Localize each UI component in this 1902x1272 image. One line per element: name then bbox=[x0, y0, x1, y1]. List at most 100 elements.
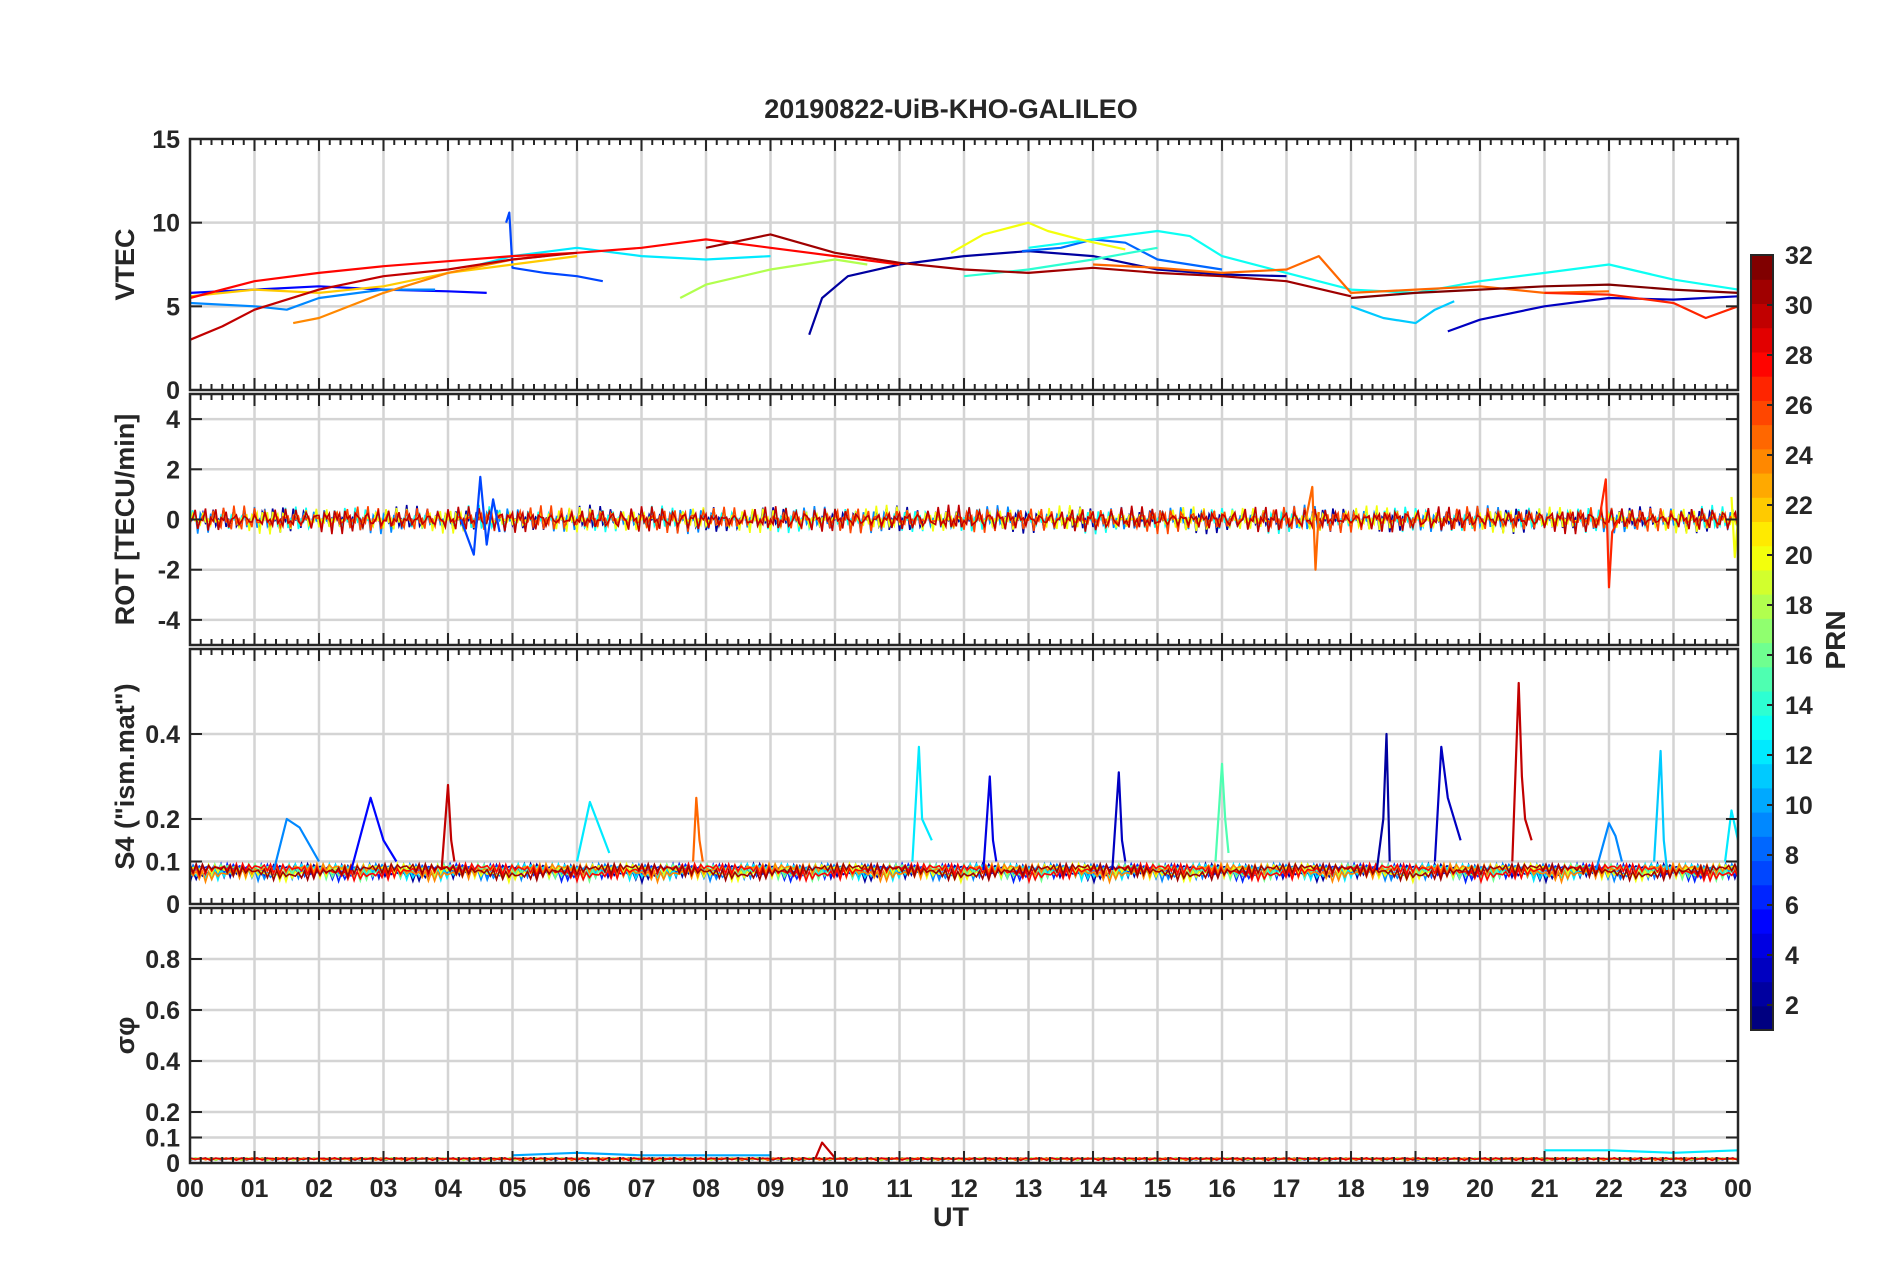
colorbar-tick-label: 26 bbox=[1785, 392, 1813, 420]
colorbar-segment bbox=[1751, 787, 1773, 813]
series-prn-28 bbox=[189, 238, 900, 300]
series-prn-8 bbox=[1021, 238, 1223, 271]
y-tick-label: 0.1 bbox=[145, 849, 180, 877]
series-prn-30 bbox=[814, 1141, 836, 1159]
x-axis: 00 01 02 03 04 05 06 07 08 09 10 11 12 13 14 15 16 17 18 19… bbox=[176, 1175, 1752, 1203]
colorbar-segment bbox=[1751, 836, 1773, 862]
series-prn-31 bbox=[705, 233, 1352, 298]
x-tick-label: 03 bbox=[370, 1175, 398, 1203]
series-prn-30 bbox=[1511, 681, 1533, 862]
y-tick-label: 0.2 bbox=[145, 1099, 180, 1127]
colorbar-segment bbox=[1751, 376, 1773, 401]
figure-title: 20190822-UiB-KHO-GALILEO bbox=[764, 94, 1138, 124]
panel-s4: 0 0.1 0.2 0.4S4 ("ism.mat") bbox=[110, 647, 1740, 919]
colorbar-segment bbox=[1751, 594, 1773, 619]
x-tick-label: 05 bbox=[499, 1175, 527, 1203]
colorbar-tick-label: 4 bbox=[1785, 942, 1799, 970]
series-prn-12 bbox=[1544, 1149, 1739, 1154]
series-prn-3 bbox=[1111, 771, 1127, 871]
colorbar-segment bbox=[1751, 860, 1773, 886]
series-prn-14 bbox=[963, 246, 1158, 278]
y-tick-label: 0.4 bbox=[145, 721, 180, 749]
colorbar-segment bbox=[1751, 279, 1773, 305]
y-tick-label: -2 bbox=[158, 557, 180, 585]
colorbar-tick-label: 14 bbox=[1785, 692, 1813, 720]
y-tick-label: 0.2 bbox=[145, 806, 180, 834]
panel-vtec: 0 5 10 15 VTEC bbox=[110, 126, 1740, 405]
colorbar-segment bbox=[1751, 908, 1773, 934]
x-tick-label: 19 bbox=[1402, 1175, 1430, 1203]
y-tick-label: 2 bbox=[166, 456, 180, 484]
colorbar-segment bbox=[1751, 884, 1773, 910]
colorbar-tick-label: 22 bbox=[1785, 492, 1813, 520]
y-axis-label-vtec: VTEC bbox=[110, 228, 140, 300]
series-prn-12 bbox=[575, 800, 611, 862]
colorbar-segment bbox=[1751, 933, 1773, 958]
x-tick-label: 12 bbox=[950, 1175, 978, 1203]
y-tick-label: -4 bbox=[158, 607, 180, 635]
x-tick-label: 02 bbox=[305, 1175, 333, 1203]
x-tick-label: 07 bbox=[628, 1175, 656, 1203]
series-prn-12 bbox=[911, 745, 933, 862]
series-prn-13 bbox=[1028, 229, 1739, 294]
x-tick-label: 06 bbox=[563, 1175, 591, 1203]
series-prn-3 bbox=[1433, 745, 1462, 862]
y-tick-label: 0 bbox=[166, 507, 180, 535]
y-tick-label: 0.4 bbox=[145, 1048, 180, 1076]
colorbar-segment bbox=[1751, 400, 1773, 426]
colorbar-segment bbox=[1751, 472, 1773, 498]
series-prn-15 bbox=[1214, 762, 1230, 862]
x-tick-label: 13 bbox=[1015, 1175, 1043, 1203]
y-tick-label: 10 bbox=[152, 210, 180, 238]
y-tick-label: 0.8 bbox=[145, 946, 180, 974]
y-axis-label-sigma_phi: σφ bbox=[110, 1017, 140, 1055]
colorbar-segment bbox=[1751, 303, 1773, 329]
colorbar-tick-label: 8 bbox=[1785, 842, 1799, 870]
colorbar-segment bbox=[1751, 642, 1773, 668]
s4-baseline-trace bbox=[189, 861, 1739, 883]
colorbar-segment bbox=[1751, 569, 1773, 595]
x-tick-label: 20 bbox=[1466, 1175, 1494, 1203]
x-tick-label: 15 bbox=[1144, 1175, 1172, 1203]
y-tick-label: 0 bbox=[166, 891, 180, 919]
y-tick-label: 0.6 bbox=[145, 997, 180, 1025]
series-prn-30 bbox=[440, 783, 456, 871]
colorbar-tick-label: 24 bbox=[1785, 442, 1813, 470]
y-axis-label-s4: S4 ("ism.mat") bbox=[110, 683, 140, 869]
x-tick-label: 00 bbox=[176, 1175, 204, 1203]
x-tick-label: 17 bbox=[1273, 1175, 1301, 1203]
colorbar-segment bbox=[1751, 739, 1773, 765]
x-tick-label: 14 bbox=[1079, 1175, 1107, 1203]
x-tick-label: 22 bbox=[1595, 1175, 1623, 1203]
colorbar-tick-label: 18 bbox=[1785, 592, 1813, 620]
y-tick-label: 0 bbox=[166, 377, 180, 405]
series-prn-20 bbox=[950, 221, 1126, 254]
series-prn-27 bbox=[1544, 291, 1739, 320]
series-prn-18 bbox=[679, 258, 868, 299]
series-prn-3 bbox=[1447, 295, 1739, 333]
series-prn-4 bbox=[982, 775, 998, 871]
colorbar-segment bbox=[1751, 981, 1773, 1007]
colorbar-tick-label: 12 bbox=[1785, 742, 1813, 770]
y-tick-label: 0.1 bbox=[145, 1125, 180, 1153]
colorbar-label: PRN bbox=[1820, 610, 1851, 669]
colorbar-segment bbox=[1751, 1005, 1773, 1031]
series-prn-2 bbox=[1375, 732, 1391, 871]
series-prn-7 bbox=[459, 475, 501, 556]
colorbar-segment bbox=[1751, 448, 1773, 474]
x-tick-label: 08 bbox=[692, 1175, 720, 1203]
colorbar-segment bbox=[1751, 327, 1773, 353]
colorbar-segment bbox=[1751, 618, 1773, 644]
series-prn-30 bbox=[189, 251, 578, 341]
series-prn-25 bbox=[692, 796, 704, 862]
series-prn-2 bbox=[808, 250, 1287, 336]
colorbar-segment bbox=[1751, 521, 1773, 547]
colorbar-tick-label: 10 bbox=[1785, 792, 1813, 820]
x-tick-label: 23 bbox=[1660, 1175, 1688, 1203]
y-tick-label: 5 bbox=[166, 293, 180, 321]
y-tick-label: 0 bbox=[166, 1150, 180, 1178]
x-tick-label: 18 bbox=[1337, 1175, 1365, 1203]
y-tick-label: 4 bbox=[166, 406, 180, 434]
colorbar-segment bbox=[1751, 812, 1773, 837]
